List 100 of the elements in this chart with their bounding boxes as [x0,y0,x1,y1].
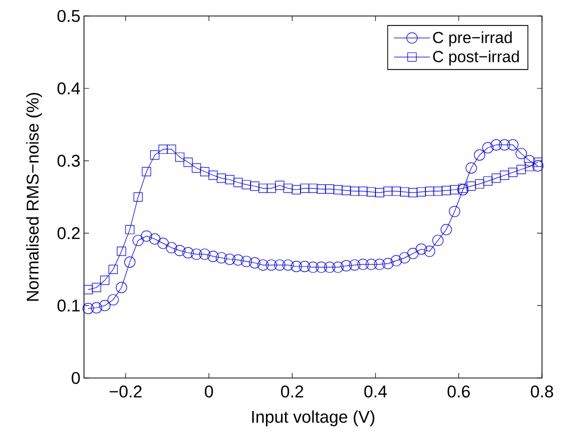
point [325,184,334,194]
point [482,142,494,154]
y-tick-label: 0.3 [58,154,80,167]
point [82,302,94,314]
point [508,168,518,177]
point [257,259,269,271]
point [149,233,160,245]
point [533,158,542,167]
point [225,175,234,184]
point [124,256,136,268]
point [182,247,194,258]
point [116,282,128,294]
point [349,259,360,271]
y-axis-title: Normalised RMS−noise (%) [26,92,42,301]
point [132,234,144,246]
point [142,167,152,176]
point [184,158,193,167]
point [433,186,443,196]
point [342,186,351,196]
point [448,206,460,218]
x-axis-title: Input voltage (V) [252,410,374,426]
point [283,184,293,193]
point [316,184,326,194]
y-tick-label: 0.2 [58,227,80,240]
point [274,259,286,271]
point [90,302,102,314]
y-tick-label: 0.4 [58,82,80,94]
point [300,184,310,193]
point [333,185,343,194]
point [450,185,460,194]
point [175,152,184,162]
point [166,144,176,154]
point [200,167,210,176]
point [275,180,284,190]
x-tick-label: 0.2 [281,386,304,398]
point [233,178,243,188]
point [216,174,226,183]
point [266,259,277,271]
point [492,174,501,183]
point [100,276,110,285]
point [516,164,526,174]
point [192,163,202,173]
point [366,187,376,197]
point [357,258,369,270]
point [249,257,260,268]
point [416,187,426,197]
point [500,170,510,180]
point [242,180,251,190]
point [392,186,401,196]
point [382,258,394,270]
point [432,234,444,246]
point [199,248,210,260]
x-tick-label: 0 [204,386,213,398]
point [266,184,276,193]
point [84,285,93,294]
point [134,192,143,202]
point [474,149,486,161]
point [390,255,402,266]
point [92,282,102,292]
point [490,139,502,150]
point [250,182,260,191]
point [207,250,219,262]
point [532,160,544,172]
legend-label: C pre−irrad [433,31,512,46]
point [299,260,310,272]
point [474,179,484,189]
point [466,162,477,174]
point [507,139,518,150]
point [166,242,178,254]
point [416,244,427,255]
point [308,184,318,193]
x-tick-label: 0.4 [364,386,387,398]
point [174,244,186,256]
point [399,252,410,264]
point [150,150,160,160]
point [483,176,492,186]
point [108,294,119,306]
x-tick-label: −0.2 [110,386,142,398]
point [232,254,244,266]
point [350,186,360,196]
point [524,162,534,172]
point [258,184,268,193]
point [99,300,110,312]
point [366,258,377,270]
point [358,186,368,196]
point [324,262,336,273]
point [208,170,218,180]
point [240,256,252,268]
point [158,238,169,249]
point [224,254,236,265]
y-tick-label: 0.1 [58,300,80,312]
point [140,230,152,242]
point [374,258,386,270]
y-tick-label: 0 [72,372,80,384]
point [424,186,434,196]
point [442,186,451,196]
point [216,252,228,264]
point [290,260,302,272]
point [383,186,393,196]
point [108,264,118,274]
